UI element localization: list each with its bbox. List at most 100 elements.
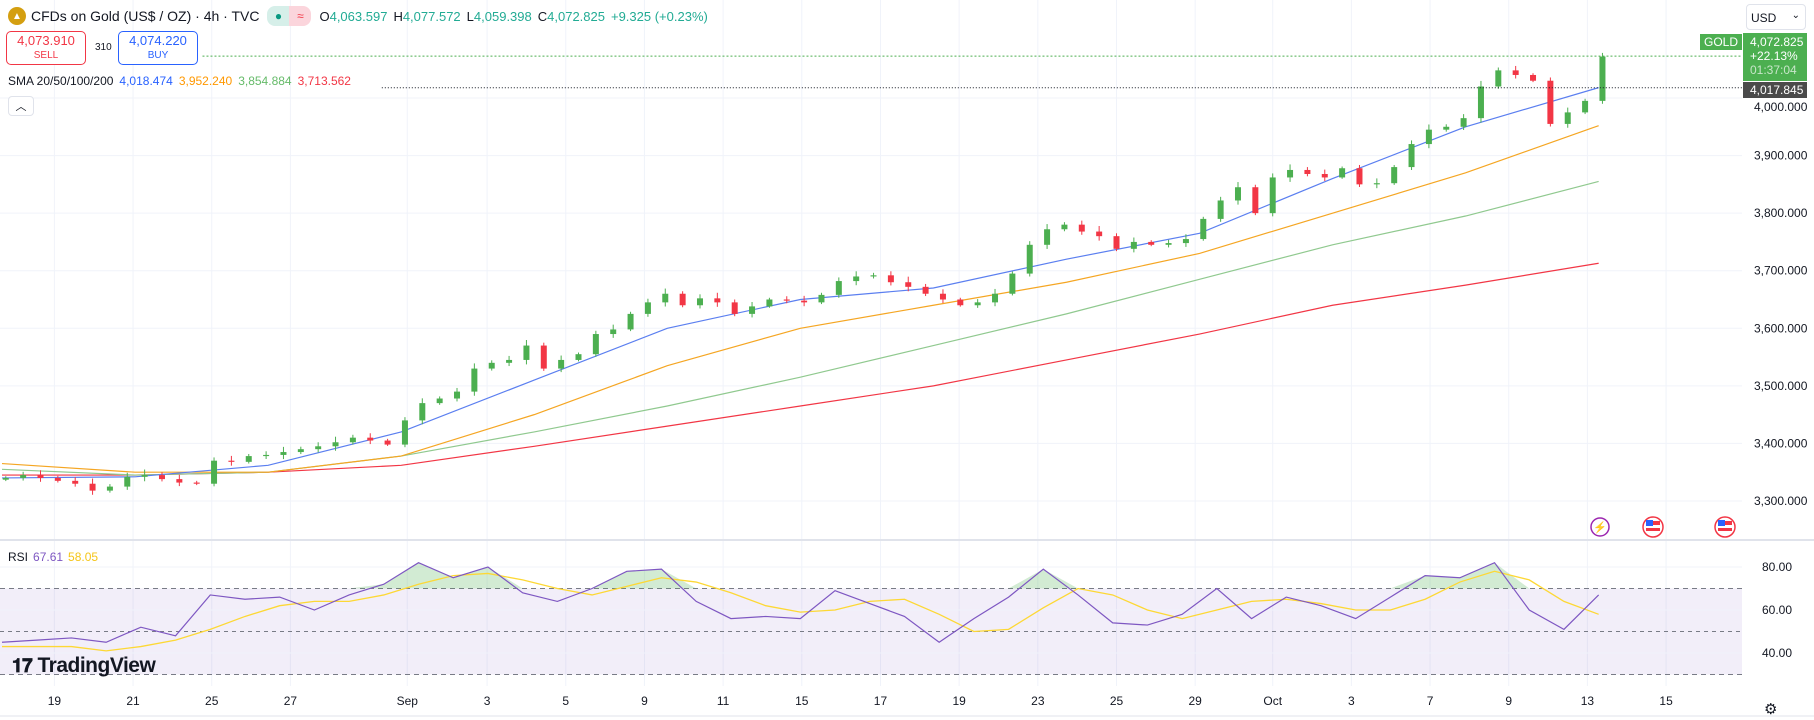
market-open-icon: ●	[267, 6, 290, 26]
date-tick-label: 25	[1110, 694, 1124, 708]
candle-body	[714, 298, 721, 303]
candle-body	[1495, 70, 1502, 87]
candle-body	[1217, 200, 1224, 219]
candle-body	[1234, 187, 1241, 201]
candle-body	[662, 293, 669, 303]
candle-body	[106, 486, 113, 491]
date-tick-label: 15	[1659, 694, 1673, 708]
candle-body	[835, 281, 842, 295]
candle-body	[523, 345, 530, 360]
candle-body	[1582, 100, 1589, 113]
candle-body	[506, 359, 513, 363]
candle-body	[1182, 239, 1189, 244]
date-tick-label: 21	[126, 694, 140, 708]
date-tick-label: 25	[205, 694, 219, 708]
date-tick-label: 15	[795, 694, 809, 708]
candle-body	[1044, 229, 1051, 245]
candle-body	[20, 475, 27, 478]
candle-body	[1148, 241, 1155, 245]
candle-body	[367, 437, 374, 441]
candle-body	[1599, 56, 1606, 101]
candle-body	[1391, 167, 1398, 184]
rsi-line	[1, 561, 1600, 643]
candle-body	[297, 449, 304, 453]
candle-body	[1287, 169, 1294, 178]
candle-body	[1026, 244, 1033, 274]
chevron-down-icon: ⌄	[1791, 10, 1800, 21]
price-tick-label: 3,500.000	[1754, 379, 1808, 393]
candle-body	[853, 276, 860, 282]
ohlc-values: O4,063.597 H4,077.572 L4,059.398 C4,072.825…	[319, 8, 708, 24]
candle-body	[1564, 112, 1571, 124]
price-tick-label: 3,400.000	[1754, 436, 1808, 450]
candle-body	[349, 437, 356, 443]
candle-body	[887, 275, 894, 283]
candle-body	[436, 398, 443, 404]
date-tick-label: 23	[1031, 694, 1045, 708]
candle-body	[419, 403, 426, 421]
candle-body	[1443, 126, 1450, 130]
candle-body	[488, 362, 495, 369]
candle-body	[992, 293, 999, 303]
us-flag-stripe	[1646, 528, 1660, 531]
candle-body	[315, 446, 322, 450]
delayed-data-icon: ≈	[289, 6, 312, 26]
candle-body	[54, 477, 61, 481]
date-tick-label: Oct	[1263, 694, 1282, 708]
candle-body	[176, 479, 183, 483]
symbol-title[interactable]: CFDs on Gold (US$ / OZ) · 4h · TVC	[31, 8, 260, 24]
us-flag-canton	[1718, 520, 1725, 526]
candle-body	[1009, 273, 1016, 294]
candle-body	[2, 477, 9, 480]
buy-button[interactable]: 4,074.220 BUY	[118, 31, 198, 65]
status-pill[interactable]: ● ≈	[267, 6, 312, 26]
lightning-icon	[1590, 517, 1610, 537]
candle-body	[1547, 80, 1554, 124]
candle-body	[89, 483, 96, 491]
sma-legend[interactable]: SMA 20/50/100/200 4,018.474 3,952.240 3,854…	[8, 74, 351, 88]
candle-body	[228, 460, 235, 462]
candle-body	[1200, 218, 1207, 240]
lightning-icon-glyph: ⚡	[1593, 521, 1607, 534]
candle-body	[37, 475, 44, 478]
date-tick-label: 5	[562, 694, 569, 708]
price-tick-label: 3,600.000	[1754, 321, 1808, 335]
price-tick-label: 3,900.000	[1754, 149, 1808, 163]
candle-body	[72, 480, 79, 484]
price-tick-label: 3,800.000	[1754, 206, 1808, 220]
collapse-legend-button[interactable]: ︿	[8, 96, 34, 116]
currency-select[interactable]: USD ⌄	[1746, 4, 1806, 30]
us-flag-canton	[1646, 520, 1653, 526]
tradingview-watermark: 𝟏𝟕 TradingView	[12, 654, 156, 677]
candle-body	[610, 329, 617, 335]
candle-body	[1252, 187, 1259, 214]
candle-body	[471, 368, 478, 392]
rsi-legend[interactable]: RSI 67.61 58.05	[8, 550, 99, 564]
sell-button[interactable]: 4,073.910 SELL	[6, 31, 86, 65]
candle-body	[1096, 231, 1103, 237]
date-tick-label: 27	[284, 694, 298, 708]
gear-icon[interactable]: ⚙	[1764, 701, 1778, 718]
candle-body	[575, 354, 582, 360]
candle-body	[124, 476, 131, 487]
candle-body	[1165, 243, 1172, 245]
candle-body	[905, 282, 912, 287]
candle-body	[1304, 169, 1311, 174]
candle-body	[1425, 129, 1432, 145]
candle-body	[592, 334, 599, 355]
candle-body	[922, 286, 929, 294]
candle-body	[158, 475, 165, 480]
candle-body	[540, 345, 547, 369]
candle-body	[558, 359, 565, 369]
candle-body	[1477, 86, 1484, 119]
gold-logo-icon: ▲	[8, 7, 26, 25]
candle-body	[1356, 168, 1363, 185]
date-tick-label: 19	[952, 694, 966, 708]
rsi-tick-label: 60.00	[1762, 603, 1792, 617]
rsi-tick-label: 40.00	[1762, 646, 1792, 660]
price-tick-label: 3,700.000	[1754, 264, 1808, 278]
candle-body	[696, 298, 703, 306]
date-tick-label: 9	[641, 694, 648, 708]
chart-header: ▲ CFDs on Gold (US$ / OZ) · 4h · TVC ● ≈ …	[8, 6, 714, 26]
